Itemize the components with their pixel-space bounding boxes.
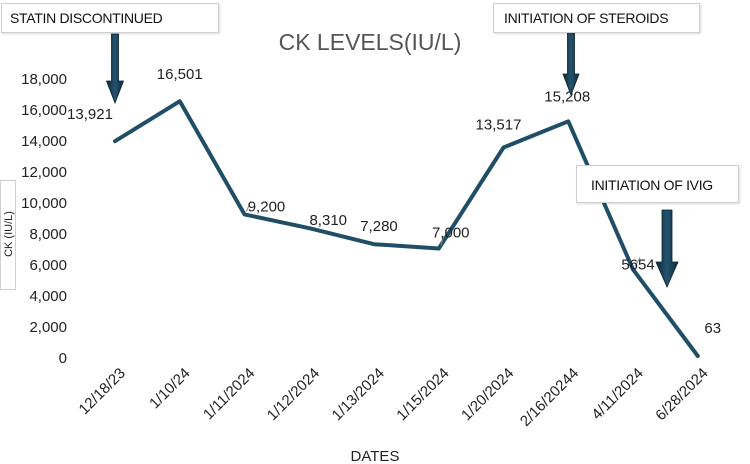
data-label: 63 xyxy=(704,320,721,337)
x-tick-label: 2/16/20244 xyxy=(517,365,582,430)
x-tick-labels: 12/18/23 1/10/24 1/11/2024 1/12/2024 1/13/20… xyxy=(76,365,712,430)
y-tick-label: 18,000 xyxy=(21,71,67,88)
data-label: 13,517 xyxy=(476,116,522,133)
y-tick-label: 14,000 xyxy=(21,133,67,150)
ylabel-box xyxy=(0,180,16,290)
leader-line xyxy=(634,257,641,267)
annotation-arrow xyxy=(105,33,125,105)
chart-title: CK LEVELS(IU/L) xyxy=(279,29,462,55)
y-tick-label: 16,000 xyxy=(21,102,67,119)
leader-line xyxy=(440,236,445,246)
leader-lines xyxy=(246,201,641,267)
x-tick-label: 1/13/2024 xyxy=(329,365,388,424)
annotation-initiation-of-ivig: INITIATION OF IVIG xyxy=(576,165,739,203)
x-tick-label: 1/20/2024 xyxy=(458,365,517,424)
x-tick-label: 1/10/24 xyxy=(146,365,193,412)
y-tick-labels: 0 2,000 4,000 6,000 8,000 10,000 12,000 14,000 1… xyxy=(21,71,67,367)
data-label: 8,310 xyxy=(309,212,347,229)
y-tick-label: 12,000 xyxy=(21,164,67,181)
x-tick-label: 1/12/2024 xyxy=(264,365,323,424)
x-tick-label: 6/28/2024 xyxy=(652,365,711,424)
annotation-arrows xyxy=(105,25,679,288)
data-label: 15,208 xyxy=(544,88,590,105)
data-label: 9,200 xyxy=(248,198,286,215)
x-tick-label: 12/18/23 xyxy=(76,365,129,418)
annotation-arrow xyxy=(655,209,679,288)
data-label: 5654 xyxy=(621,256,654,273)
x-tick-label: 1/15/2024 xyxy=(393,365,452,424)
y-axis-label: CK (IU/L) xyxy=(3,211,15,257)
annotation-arrow xyxy=(562,25,580,97)
y-tick-label: 0 xyxy=(59,350,67,367)
x-tick-label: 4/11/2024 xyxy=(588,365,646,423)
ck-series-line xyxy=(113,99,700,358)
y-tick-label: 6,000 xyxy=(29,257,67,274)
y-tick-label: 8,000 xyxy=(29,226,67,243)
x-tick-label: 1/11/2024 xyxy=(200,365,258,423)
x-axis-label: DATES xyxy=(351,448,400,464)
data-label: 13,921 xyxy=(67,106,113,123)
data-label: 16,501 xyxy=(157,66,203,83)
data-labels: 13,921 16,501 9,200 8,310 7,280 7,000 13,517 15… xyxy=(67,66,721,337)
y-tick-label: 2,000 xyxy=(29,319,67,336)
annotation-initiation-of-steroids: INITIATION OF STEROIDS xyxy=(493,3,700,33)
annotation-statin-discontinued: STATIN DISCONTINUED xyxy=(1,3,219,33)
data-label: 7,280 xyxy=(360,218,398,235)
leader-line xyxy=(246,201,251,212)
y-tick-label: 4,000 xyxy=(29,288,67,305)
data-label: 7,000 xyxy=(432,225,470,242)
y-tick-label: 10,000 xyxy=(21,195,67,212)
